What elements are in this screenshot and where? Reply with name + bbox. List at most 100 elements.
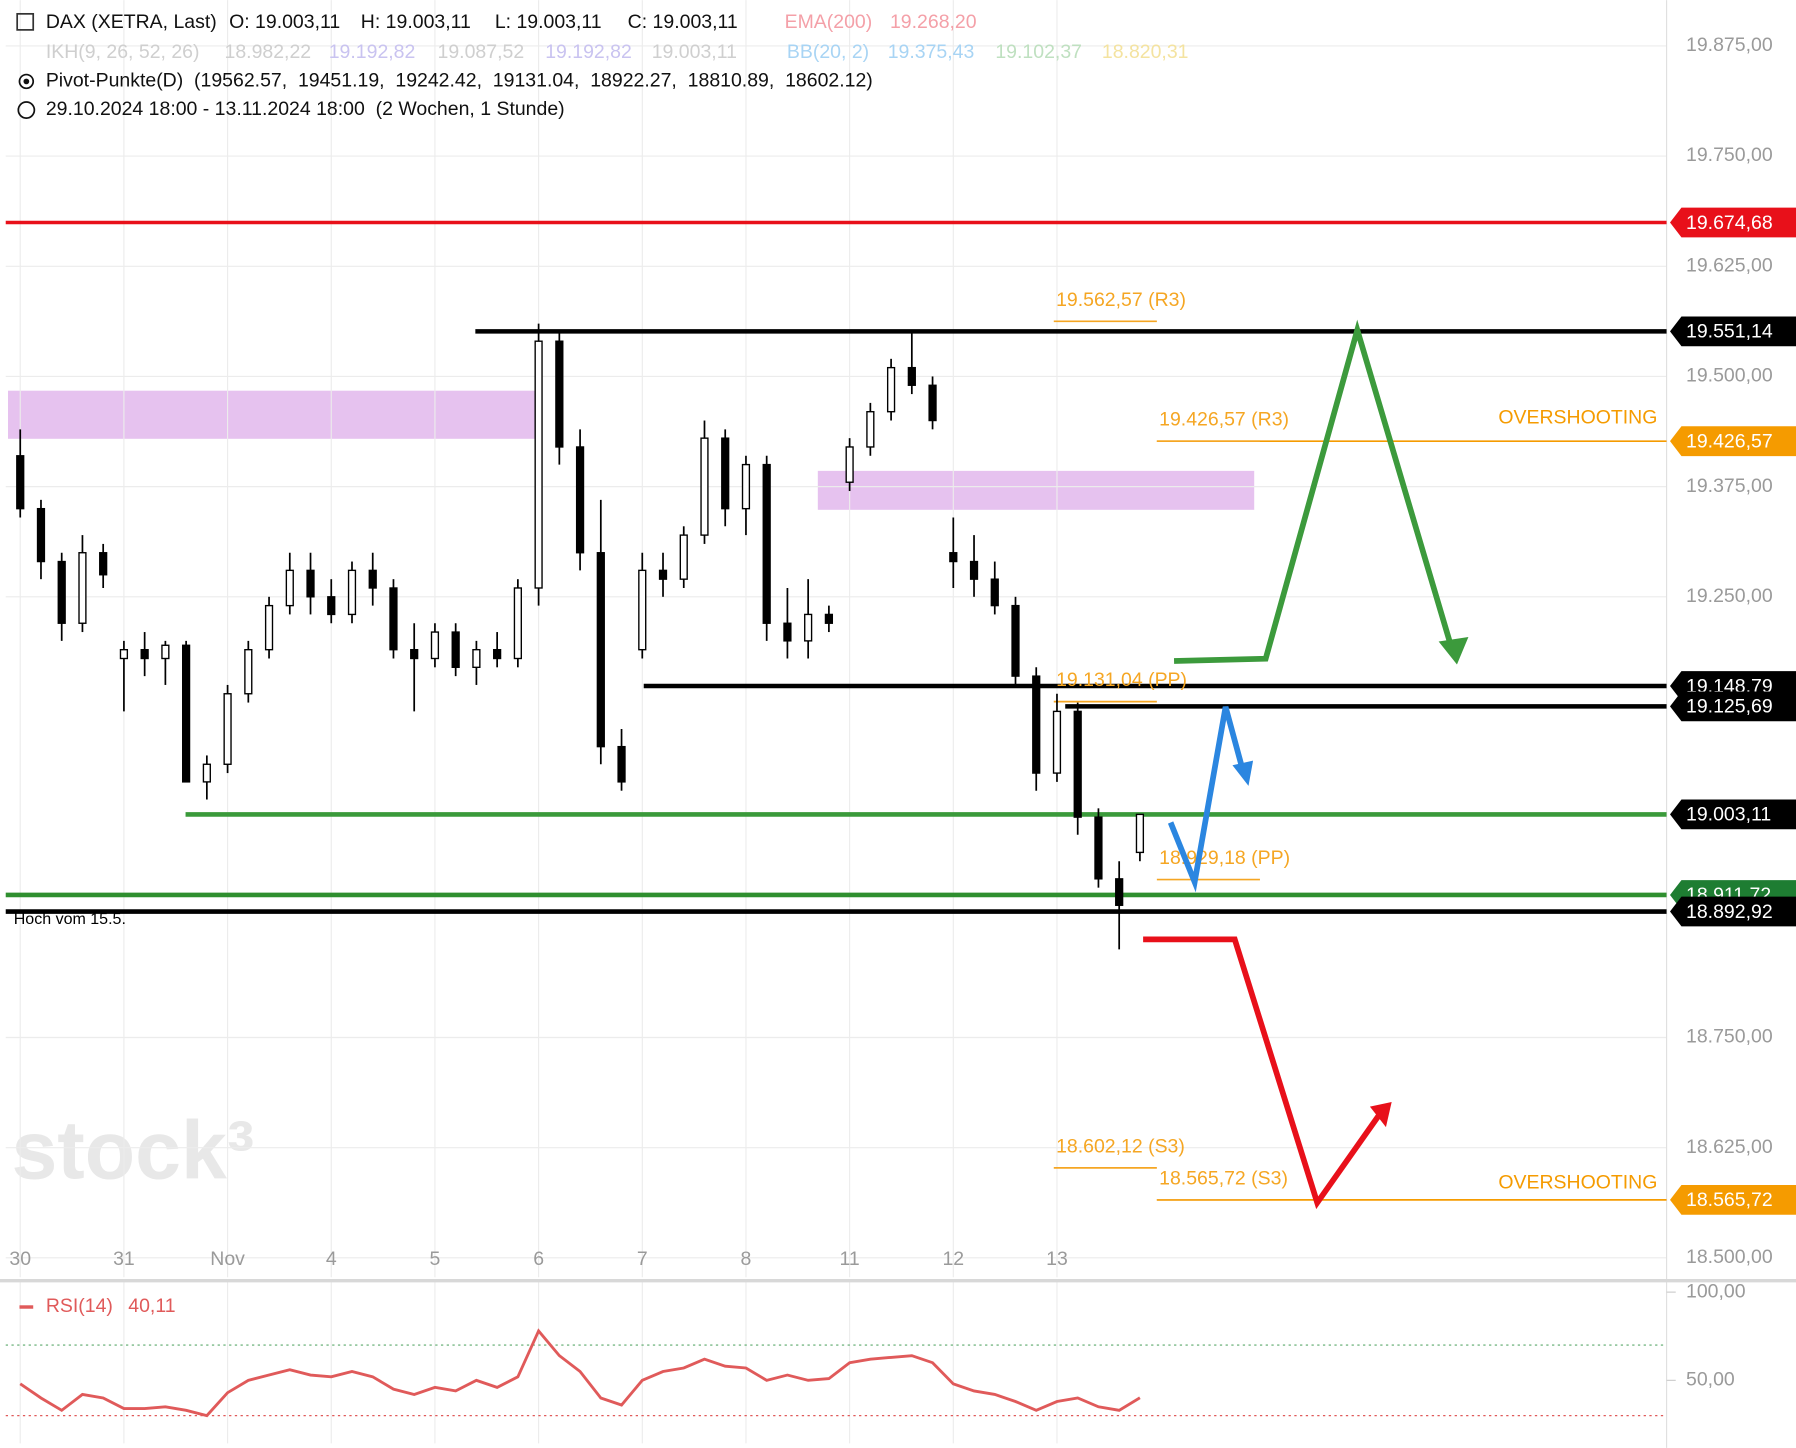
candle-body bbox=[596, 552, 605, 748]
candle-body bbox=[886, 366, 896, 413]
candle-body bbox=[119, 648, 129, 660]
candle-body bbox=[161, 644, 170, 660]
range: 29.10.2024 18:00 - 13.11.2024 18:00 (2 W… bbox=[46, 98, 565, 120]
header-line: DAX (XETRA, Last) O: 19.003,11 H: 19.003… bbox=[46, 11, 977, 33]
icon bbox=[16, 12, 35, 31]
candle-body bbox=[99, 552, 108, 576]
candle-body bbox=[264, 604, 274, 651]
candle-body bbox=[1073, 710, 1082, 818]
candle-body bbox=[555, 340, 564, 448]
candle-body bbox=[472, 648, 481, 668]
x-tick-label: 8 bbox=[741, 1248, 752, 1270]
candle-body bbox=[78, 552, 87, 624]
y-tick-label: 19.250,00 bbox=[1686, 585, 1773, 607]
price-tag-label: 19.003,11 bbox=[1686, 804, 1771, 826]
candle-body bbox=[347, 569, 357, 616]
candle-body bbox=[824, 613, 834, 624]
scenario-arrow bbox=[1143, 936, 1383, 1210]
ohlc: C: 19.003,11 bbox=[628, 11, 738, 33]
candle-body bbox=[1094, 816, 1103, 880]
pivot-label: 19.131,04 (PP) bbox=[1056, 669, 1187, 691]
candle-body bbox=[1135, 813, 1145, 854]
y-tick-label: 19.500,00 bbox=[1686, 365, 1773, 387]
candle-body bbox=[1052, 710, 1062, 774]
y-tick-label: 18.625,00 bbox=[1686, 1136, 1773, 1158]
candle-body bbox=[16, 455, 25, 510]
x-tick-label: 31 bbox=[113, 1248, 135, 1270]
x-tick-label: 11 bbox=[840, 1248, 860, 1270]
candle-body bbox=[410, 648, 419, 660]
price-tag-label: 19.426,57 bbox=[1686, 430, 1773, 452]
zone bbox=[8, 390, 537, 439]
rsi-tick-label: 100,00 bbox=[1686, 1280, 1746, 1302]
candle-body bbox=[762, 463, 771, 624]
candle-body bbox=[389, 587, 398, 651]
legend-header: DAX (XETRA, Last) O: 19.003,11 H: 19.003… bbox=[16, 11, 1189, 120]
candle-body bbox=[907, 366, 916, 386]
indicator-value: 19.192,82 bbox=[329, 41, 416, 63]
candle-body bbox=[493, 648, 502, 660]
candle-body bbox=[804, 613, 813, 642]
price-tag-label: 19.551,14 bbox=[1686, 321, 1773, 343]
candle-body bbox=[638, 569, 647, 651]
candle-body bbox=[990, 578, 999, 607]
price-tag-label: 19.674,68 bbox=[1686, 212, 1773, 234]
icon bbox=[23, 78, 30, 85]
candle-body bbox=[368, 569, 377, 589]
pivot-label: 18.602,12 (S3) bbox=[1056, 1135, 1185, 1157]
scenario-arrow bbox=[1173, 319, 1456, 664]
zone bbox=[817, 470, 1255, 510]
y-tick-label: 19.875,00 bbox=[1686, 34, 1773, 56]
price-tag-label: 19.125,69 bbox=[1686, 696, 1773, 718]
candle-body bbox=[969, 560, 979, 580]
price-tag bbox=[1670, 426, 1796, 457]
header-line: IKH(9, 26, 52, 26) 18.982,22 19.192,82 1… bbox=[46, 41, 1189, 63]
arrow-head bbox=[1369, 1101, 1392, 1128]
pivot-label: 19.562,57 (R3) bbox=[1056, 289, 1186, 311]
rsi-line bbox=[19, 1328, 1141, 1418]
note: Hoch vom 15.5. bbox=[14, 910, 126, 928]
pivot-label: 18.565,72 (S3) bbox=[1159, 1167, 1288, 1189]
pivot-label: 19.426,57 (R3) bbox=[1159, 409, 1289, 431]
indicator-value: 19.268,20 bbox=[890, 11, 977, 33]
watermark: stock³ bbox=[11, 1105, 254, 1197]
candle-body bbox=[658, 569, 668, 580]
rsi-name: RSI(14) bbox=[46, 1295, 113, 1317]
y-tick-label: 19.625,00 bbox=[1686, 254, 1773, 276]
price-tag-label: 18.565,72 bbox=[1686, 1189, 1773, 1211]
x-tick-label: Nov bbox=[210, 1248, 245, 1270]
ohlc: L: 19.003,11 bbox=[495, 11, 602, 33]
x-tick-label: 4 bbox=[326, 1248, 337, 1270]
price-tag bbox=[1670, 691, 1796, 722]
x-tick-label: 7 bbox=[637, 1248, 648, 1270]
candle-body bbox=[223, 693, 232, 765]
candle-body bbox=[57, 560, 66, 624]
candle-body bbox=[306, 569, 315, 598]
icon bbox=[18, 73, 35, 90]
indicator-value: 19.192,82 bbox=[545, 41, 632, 63]
candle-body bbox=[679, 534, 688, 580]
rsi-tick-label: 50,00 bbox=[1686, 1368, 1735, 1390]
ohlc: O: 19.003,11 bbox=[229, 11, 340, 33]
candle-body bbox=[721, 437, 730, 510]
indicator: BB(20, 2) bbox=[787, 41, 869, 63]
candle-body bbox=[1032, 675, 1041, 774]
candle-body bbox=[202, 763, 211, 783]
annotation: OVERSHOOTING bbox=[1498, 406, 1657, 428]
candle-body bbox=[741, 463, 751, 510]
candle-body bbox=[845, 446, 854, 483]
icon bbox=[17, 101, 36, 119]
indicator-value: 19.375,43 bbox=[888, 41, 975, 63]
candle-body bbox=[700, 437, 709, 536]
candle-body bbox=[244, 648, 253, 695]
candle-body bbox=[1115, 878, 1124, 906]
indicator-value: 19.003,11 bbox=[652, 41, 737, 63]
pivot-legend: Pivot-Punkte(D) (19562.57, 19451.19, 192… bbox=[46, 70, 873, 92]
price-tag bbox=[1670, 207, 1796, 238]
price-tag bbox=[1670, 316, 1796, 347]
candle-body bbox=[140, 648, 149, 660]
price-tag bbox=[1670, 1185, 1796, 1215]
rsi-value: 40,11 bbox=[128, 1295, 175, 1317]
x-tick-label: 5 bbox=[430, 1248, 441, 1270]
